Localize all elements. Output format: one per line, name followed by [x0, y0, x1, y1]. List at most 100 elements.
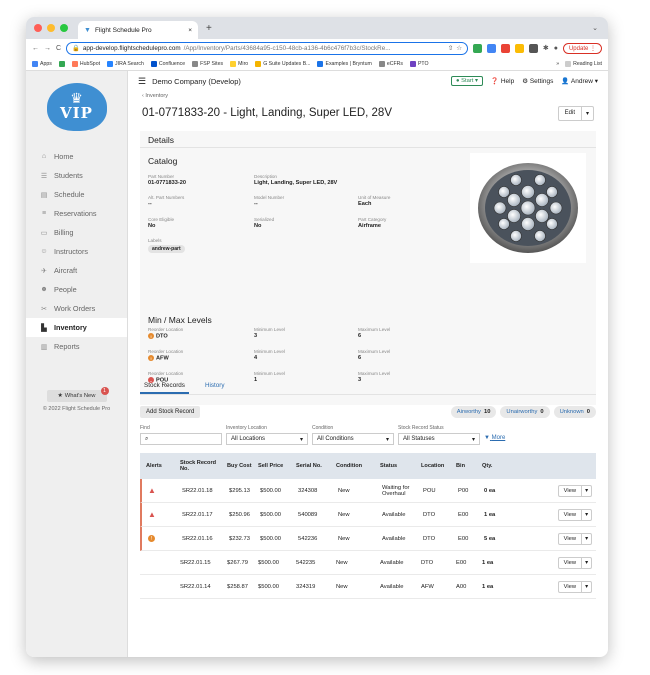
sidebar-item-aircraft[interactable]: ✈ Aircraft: [26, 261, 127, 280]
chevron-down-icon[interactable]: ▾: [581, 557, 591, 568]
vip-logo[interactable]: ♛ VIP: [46, 83, 107, 131]
star-icon[interactable]: ☆: [456, 44, 462, 52]
whats-new-button[interactable]: ★ What's New 1: [46, 387, 109, 402]
extension-icon[interactable]: [472, 43, 482, 53]
table-row[interactable]: ! SR22.01.16 $232.73 $500.00 542236 New Availa…: [140, 527, 596, 551]
back-icon[interactable]: ←: [32, 44, 39, 52]
extension-icon[interactable]: [486, 43, 496, 53]
field-label: Core Eligible: [148, 217, 175, 222]
min-level-field: Minimum Level 4: [254, 349, 285, 361]
update-button[interactable]: Update ⋮: [562, 42, 602, 54]
table-row[interactable]: ▲ SR22.01.17 $250.96 $500.00 540089 New Availa…: [140, 503, 596, 527]
tab-stock-records[interactable]: Stock Records: [140, 382, 189, 394]
table-row[interactable]: SR22.01.15 $267.79 $500.00 542235 New Availab…: [140, 551, 596, 575]
column-header[interactable]: Stock Record No.: [180, 460, 217, 472]
bookmark-item[interactable]: eCFRs: [378, 60, 403, 67]
view-button[interactable]: View: [563, 511, 577, 518]
column-header[interactable]: Alerts: [146, 463, 162, 469]
location-select[interactable]: All Locations ▾: [226, 433, 308, 445]
sidebar-item-people[interactable]: ☻ People: [26, 280, 127, 299]
column-header[interactable]: Qty.: [482, 463, 493, 469]
start-button[interactable]: ● Start ▾: [451, 76, 483, 86]
chevron-down-icon[interactable]: ▾: [581, 533, 591, 544]
cell-condition: New: [338, 487, 350, 494]
edit-button[interactable]: Edit: [564, 109, 575, 116]
column-header[interactable]: Condition: [336, 463, 363, 469]
bookmark-item[interactable]: Apps: [32, 60, 52, 67]
new-tab-icon[interactable]: +: [206, 22, 212, 34]
back-link[interactable]: ‹ Inventory: [142, 93, 168, 99]
extension-icon[interactable]: [514, 43, 524, 53]
menu-icon[interactable]: ☰: [138, 75, 147, 86]
extension-icon[interactable]: [500, 43, 510, 53]
bookmark-item[interactable]: G Suite Updates B...: [255, 60, 310, 67]
close-window-button[interactable]: [34, 24, 42, 32]
sidebar-item-inventory[interactable]: ▙ Inventory: [26, 318, 127, 337]
table-row[interactable]: ▲ SR22.01.18 $295.13 $500.00 324308 New Waitin…: [140, 479, 596, 503]
column-header[interactable]: Location: [421, 463, 445, 469]
share-icon[interactable]: ⇧: [447, 44, 454, 52]
column-header[interactable]: Serial No.: [296, 463, 322, 469]
bookmark-item[interactable]: Confluence: [150, 60, 185, 67]
select-value: All Conditions: [317, 436, 354, 442]
extension-icon[interactable]: [528, 43, 538, 53]
sidebar-item-students[interactable]: ☰ Students: [26, 166, 127, 185]
cell-qty: 0 ea: [484, 487, 496, 494]
bookmark-item[interactable]: FSP Sites: [192, 60, 223, 67]
chart-icon: ▥: [40, 343, 48, 351]
sidebar-item-home[interactable]: ⌂ Home: [26, 147, 127, 166]
view-button[interactable]: View: [563, 559, 577, 566]
sidebar-item-schedule[interactable]: ▤ Schedule: [26, 185, 127, 204]
browser-tab[interactable]: ▼ Flight Schedule Pro ×: [78, 21, 198, 39]
tab-search-icon[interactable]: ⌄: [592, 25, 598, 32]
column-header[interactable]: Buy Cost: [227, 463, 252, 469]
column-header[interactable]: Bin: [456, 463, 466, 469]
reload-icon[interactable]: C: [56, 44, 62, 52]
chevron-down-icon[interactable]: ▾: [581, 485, 591, 496]
reading-list-label: Reading List: [573, 60, 602, 67]
sidebar-item-billing[interactable]: ▭ Billing: [26, 223, 127, 242]
tab-history[interactable]: History: [204, 382, 225, 389]
unairworthy-filter[interactable]: Unairworthy 0: [500, 405, 550, 418]
bookmark-item[interactable]: Miro: [230, 60, 248, 67]
unknown-filter[interactable]: Unknown 0: [553, 405, 596, 418]
sidebar-item-reports[interactable]: ▥ Reports: [26, 337, 127, 356]
bookmark-item[interactable]: JIRA Search: [107, 60, 144, 67]
forward-icon[interactable]: →: [44, 44, 51, 52]
status-select[interactable]: All Statuses ▾: [398, 433, 480, 445]
maximize-window-button[interactable]: [60, 24, 68, 32]
user-menu[interactable]: 👤 Andrew ▾: [561, 78, 598, 85]
help-link[interactable]: ❓ Help: [491, 77, 514, 85]
chevron-down-icon[interactable]: ▾: [581, 581, 591, 592]
condition-select[interactable]: All Conditions ▾: [312, 433, 394, 445]
table-row[interactable]: SR22.01.14 $258.87 $500.00 324319 New Availab…: [140, 575, 596, 599]
add-stock-record-button[interactable]: Add Stock Record: [140, 405, 201, 418]
view-button[interactable]: View: [563, 583, 577, 590]
edit-dropdown-icon[interactable]: ▾: [580, 106, 593, 120]
minimize-window-button[interactable]: [47, 24, 55, 32]
reading-list[interactable]: Reading List: [565, 60, 602, 67]
sidebar-item-reservations[interactable]: ≡ Reservations: [26, 204, 127, 223]
profile-icon[interactable]: ●: [553, 44, 558, 52]
bookmark-item[interactable]: PTO: [409, 60, 429, 67]
back-label: Inventory: [145, 93, 168, 99]
view-button[interactable]: View: [563, 487, 577, 494]
settings-link[interactable]: ⚙ Settings: [522, 77, 553, 85]
more-bookmarks-icon[interactable]: »: [556, 60, 560, 67]
tab-close-icon[interactable]: ×: [188, 26, 192, 34]
bookmark-item[interactable]: [58, 60, 65, 67]
more-filters-link[interactable]: ▼ More: [484, 435, 505, 441]
sidebar-item-work-orders[interactable]: ✂ Work Orders: [26, 299, 127, 318]
puzzle-icon[interactable]: ✱: [542, 45, 549, 52]
find-input[interactable]: ⌕: [140, 433, 222, 445]
airworthy-filter[interactable]: Airworthy 10: [450, 405, 497, 418]
sidebar-item-instructors[interactable]: ☺ Instructors: [26, 242, 127, 261]
column-header[interactable]: Status: [380, 463, 398, 469]
column-header[interactable]: Sell Price: [258, 463, 284, 469]
url-field[interactable]: 🔒 app-develop.flightschedulepro.com/App/…: [66, 41, 468, 55]
bookmark-item[interactable]: Examples | Bryntum: [317, 60, 372, 67]
bookmark-item[interactable]: HubSpot: [71, 60, 100, 67]
chevron-down-icon[interactable]: ▾: [581, 509, 591, 520]
view-button[interactable]: View: [563, 535, 577, 542]
page-title: 01-0771833-20 - Light, Landing, Super LE…: [142, 107, 392, 119]
